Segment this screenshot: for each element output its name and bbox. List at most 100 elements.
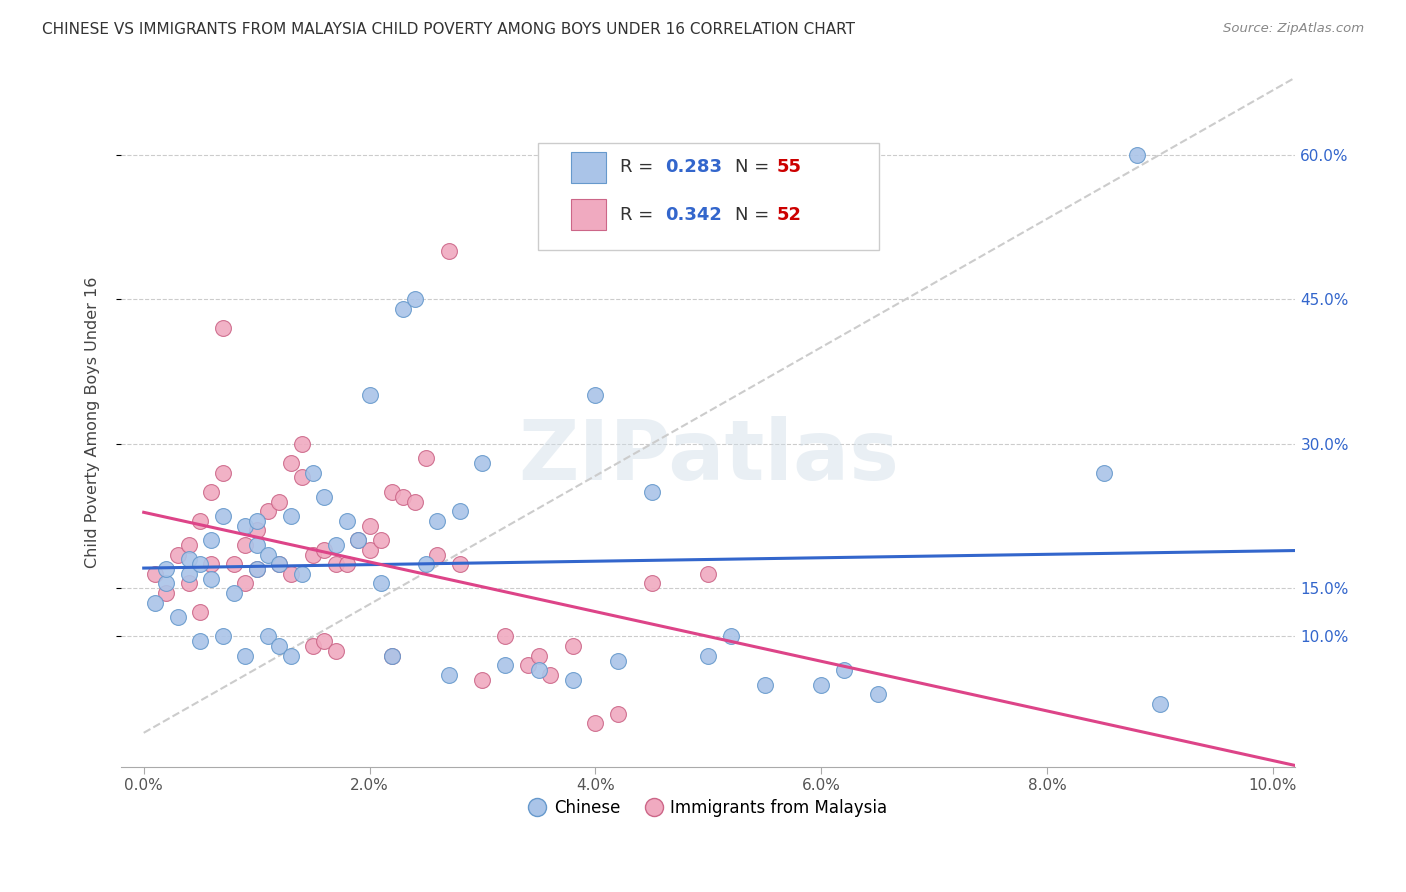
Point [325,557,347,571]
Point [359,518,381,533]
Text: N =: N = [735,206,775,224]
Point [211,508,233,523]
Point [291,470,314,484]
Point [607,706,630,721]
Point [527,663,550,677]
Point [471,456,494,470]
Text: 55: 55 [776,159,801,177]
Text: ZIPatlas: ZIPatlas [517,416,898,497]
Point [437,244,460,258]
Point [143,596,166,610]
Point [754,678,776,692]
Point [269,557,291,571]
Point [200,572,222,586]
Point [257,548,280,562]
Point [246,524,269,538]
Point [222,557,245,571]
Point [415,557,437,571]
Point [583,716,606,731]
Point [291,436,314,450]
Point [527,648,550,663]
Point [188,557,211,571]
Point [516,658,538,673]
Point [370,576,392,591]
Point [166,610,188,624]
Legend: Chinese, Immigrants from Malaysia: Chinese, Immigrants from Malaysia [523,792,894,823]
Point [832,663,855,677]
Point [246,514,269,528]
Point [211,630,233,644]
Point [392,490,415,504]
Point [269,639,291,653]
Point [314,634,336,648]
Point [359,388,381,402]
Point [336,557,359,571]
Point [302,466,325,480]
Point [336,514,359,528]
Point [222,586,245,600]
Text: N =: N = [735,159,775,177]
Text: R =: R = [620,159,659,177]
Point [246,562,269,576]
Text: Source: ZipAtlas.com: Source: ZipAtlas.com [1223,22,1364,36]
Point [200,557,222,571]
Point [359,542,381,557]
Point [280,566,302,581]
Point [415,451,437,466]
Point [188,514,211,528]
Text: R =: R = [620,206,659,224]
Point [246,538,269,552]
Point [641,484,664,499]
Point [494,658,516,673]
Point [325,538,347,552]
FancyBboxPatch shape [571,200,606,230]
Point [1149,697,1171,711]
Point [211,466,233,480]
Point [404,292,426,306]
Point [325,644,347,658]
Point [200,484,222,499]
FancyBboxPatch shape [538,143,879,250]
Point [143,566,166,581]
Point [280,456,302,470]
Point [437,668,460,682]
Point [280,648,302,663]
Point [314,490,336,504]
Point [291,566,314,581]
Point [471,673,494,687]
Point [211,321,233,335]
Point [166,548,188,562]
Y-axis label: Child Poverty Among Boys Under 16: Child Poverty Among Boys Under 16 [86,277,100,567]
Text: 0.342: 0.342 [665,206,721,224]
Text: 52: 52 [776,206,801,224]
Point [302,639,325,653]
Point [257,504,280,518]
Point [494,630,516,644]
Point [697,648,720,663]
Point [314,542,336,557]
Point [257,630,280,644]
Point [1126,147,1149,161]
Point [177,552,200,566]
Point [538,668,561,682]
Point [392,301,415,316]
Point [561,673,583,687]
Point [404,494,426,508]
Point [426,514,449,528]
Point [1092,466,1115,480]
Point [280,508,302,523]
Point [381,484,404,499]
FancyBboxPatch shape [571,152,606,183]
Point [155,562,177,576]
Point [233,576,256,591]
Point [269,494,291,508]
Point [866,687,889,701]
Point [233,538,256,552]
Point [177,576,200,591]
Point [426,548,449,562]
Point [370,533,392,547]
Point [583,388,606,402]
Point [449,504,471,518]
Point [177,566,200,581]
Point [347,533,370,547]
